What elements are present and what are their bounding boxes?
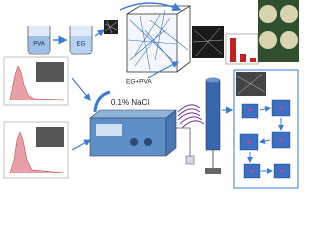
arrow — [119, 2, 182, 11]
solution-label: 0.1% NaCl — [111, 98, 149, 107]
schematic-panel — [233, 69, 299, 189]
arrow — [94, 29, 105, 37]
arrow — [71, 77, 91, 101]
histogram-image — [3, 56, 69, 106]
arrow — [147, 61, 180, 79]
beaker-label: PVA — [33, 42, 45, 48]
bar-chart-image — [225, 33, 259, 65]
fiber-jet — [177, 104, 205, 129]
beaker-eg: EG — [69, 26, 93, 55]
electrospinning-device: 0.1% NaCl — [89, 98, 177, 157]
tube — [93, 90, 111, 113]
arrow — [71, 139, 92, 151]
beaker-pva: PVA — [27, 26, 51, 55]
histogram-image — [3, 121, 69, 179]
mixture-label: EG+PVA — [126, 79, 152, 86]
network-box — [126, 5, 192, 73]
beaker-label: EG — [77, 42, 86, 48]
collector — [205, 77, 221, 174]
graphical-abstract: PVA EG EG — [3, 0, 299, 189]
petri-dishes — [258, 0, 299, 62]
